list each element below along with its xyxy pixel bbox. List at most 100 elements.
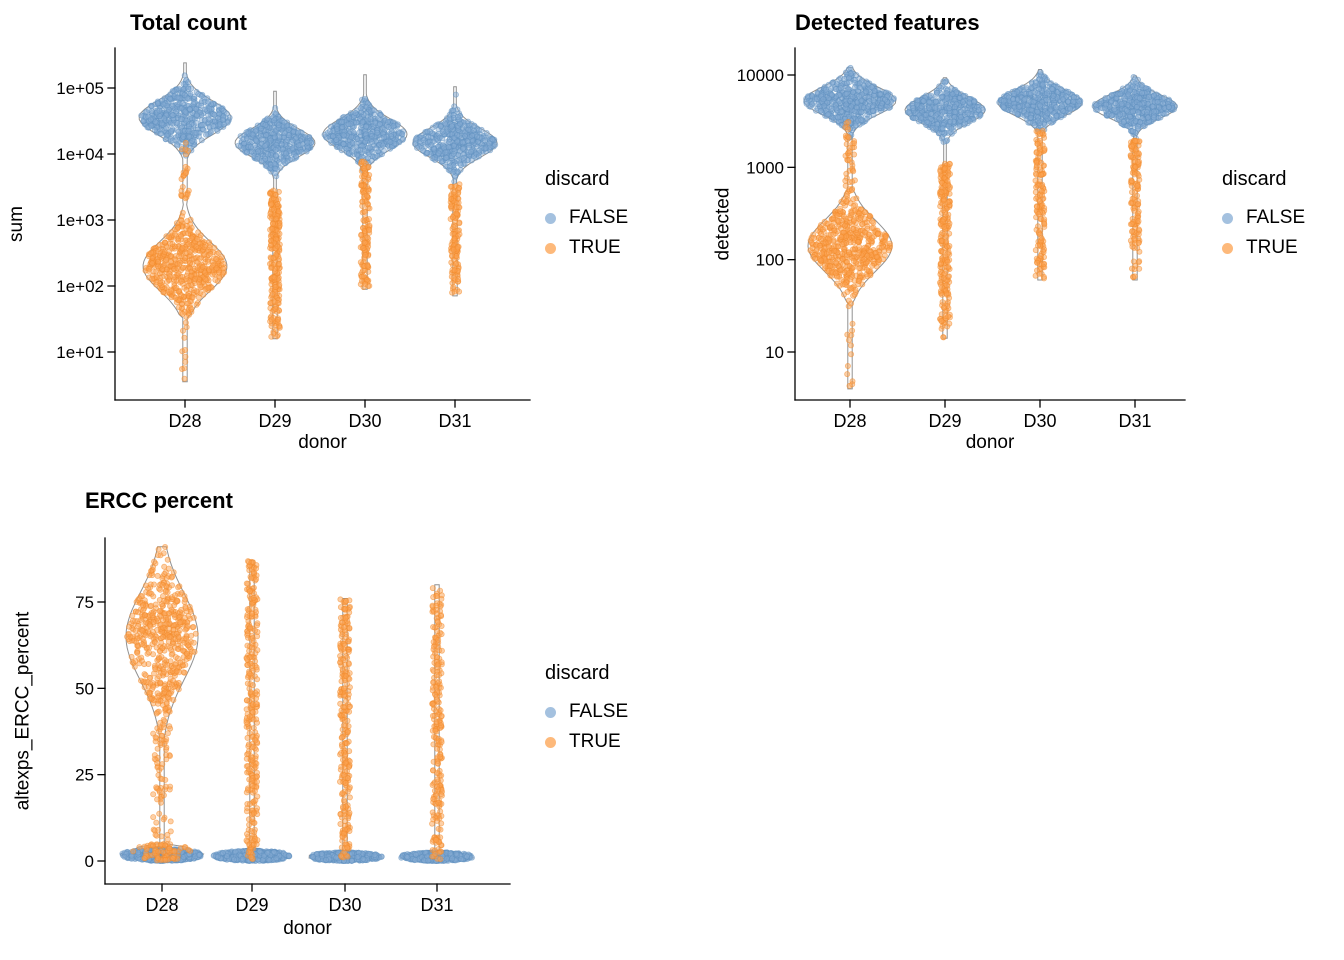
data-point bbox=[266, 190, 273, 197]
data-point bbox=[161, 239, 168, 246]
data-point bbox=[944, 95, 951, 102]
data-point bbox=[471, 122, 478, 129]
data-point bbox=[822, 86, 829, 93]
data-point bbox=[469, 132, 476, 139]
data-point bbox=[1027, 90, 1034, 97]
data-point bbox=[482, 145, 489, 152]
data-point bbox=[841, 75, 848, 82]
data-point bbox=[193, 112, 200, 119]
data-point bbox=[167, 91, 174, 98]
data-point bbox=[929, 124, 936, 131]
data-point bbox=[1067, 106, 1074, 113]
data-point bbox=[336, 144, 343, 151]
data-point bbox=[197, 232, 204, 239]
data-point bbox=[866, 98, 873, 105]
data-point bbox=[1129, 108, 1136, 115]
data-point bbox=[1160, 100, 1167, 107]
panel-title: Detected features bbox=[795, 10, 980, 35]
data-point bbox=[169, 112, 176, 119]
data-point bbox=[360, 158, 367, 165]
data-point bbox=[148, 249, 155, 256]
data-point bbox=[371, 107, 378, 114]
data-point bbox=[939, 93, 946, 100]
data-point bbox=[183, 275, 190, 282]
data-point bbox=[1129, 128, 1136, 135]
data-point bbox=[181, 334, 188, 341]
data-point bbox=[455, 185, 462, 192]
data-point bbox=[190, 99, 197, 106]
data-point bbox=[376, 121, 383, 128]
data-point bbox=[161, 249, 168, 256]
data-point bbox=[359, 198, 366, 205]
data-point bbox=[171, 230, 178, 237]
data-point bbox=[941, 79, 948, 86]
data-point bbox=[1050, 92, 1057, 99]
data-point bbox=[193, 129, 200, 136]
data-point bbox=[849, 93, 856, 100]
data-point bbox=[1098, 98, 1105, 105]
data-point bbox=[936, 83, 943, 90]
data-point bbox=[255, 148, 262, 155]
legend-label-false: FALSE bbox=[569, 207, 629, 228]
data-point bbox=[847, 64, 854, 71]
data-point bbox=[492, 141, 499, 148]
data-point bbox=[957, 114, 964, 121]
data-point bbox=[442, 149, 449, 156]
data-point bbox=[267, 137, 274, 144]
data-point bbox=[195, 294, 202, 301]
data-point bbox=[384, 119, 391, 126]
data-point bbox=[333, 126, 340, 133]
data-point bbox=[1108, 112, 1115, 119]
data-point bbox=[428, 141, 435, 148]
data-point bbox=[1131, 76, 1138, 83]
data-point bbox=[184, 218, 191, 225]
x-axis-label: donor bbox=[298, 432, 347, 453]
data-point bbox=[1014, 110, 1021, 117]
data-point bbox=[183, 313, 190, 320]
data-point bbox=[869, 108, 876, 115]
data-point bbox=[268, 201, 275, 208]
data-point bbox=[450, 223, 457, 230]
panel-title: Total count bbox=[130, 10, 247, 35]
data-point bbox=[932, 98, 939, 105]
data-point bbox=[180, 133, 187, 140]
data-point bbox=[364, 155, 371, 162]
legend-discard: discard FALSE TRUE bbox=[545, 168, 628, 263]
data-point bbox=[387, 139, 394, 146]
data-point bbox=[178, 233, 185, 240]
data-point bbox=[345, 115, 352, 122]
data-point bbox=[1136, 95, 1143, 102]
data-point bbox=[276, 222, 283, 229]
data-point bbox=[364, 262, 371, 269]
data-point bbox=[345, 121, 352, 128]
data-point bbox=[194, 264, 201, 271]
data-point bbox=[213, 265, 220, 272]
data-point bbox=[357, 146, 364, 153]
data-point bbox=[270, 254, 277, 261]
data-point bbox=[270, 206, 277, 213]
data-point bbox=[813, 95, 820, 102]
data-point bbox=[956, 123, 963, 130]
data-point bbox=[166, 273, 173, 280]
data-point bbox=[294, 129, 301, 136]
data-point bbox=[1165, 104, 1172, 111]
data-point bbox=[449, 289, 456, 296]
data-point bbox=[362, 95, 369, 102]
data-point bbox=[188, 246, 195, 253]
legend-key-false-icon bbox=[545, 212, 556, 224]
data-point bbox=[363, 123, 370, 130]
data-point bbox=[1149, 103, 1156, 110]
data-point bbox=[441, 120, 448, 127]
data-point bbox=[178, 187, 185, 194]
data-point bbox=[965, 109, 972, 116]
data-point bbox=[282, 150, 289, 157]
data-point bbox=[193, 301, 200, 308]
data-point bbox=[851, 84, 858, 91]
data-point bbox=[369, 148, 376, 155]
data-point bbox=[452, 91, 459, 98]
data-point bbox=[162, 136, 169, 143]
data-point bbox=[455, 195, 462, 202]
data-point bbox=[478, 126, 485, 133]
data-point bbox=[858, 97, 865, 104]
